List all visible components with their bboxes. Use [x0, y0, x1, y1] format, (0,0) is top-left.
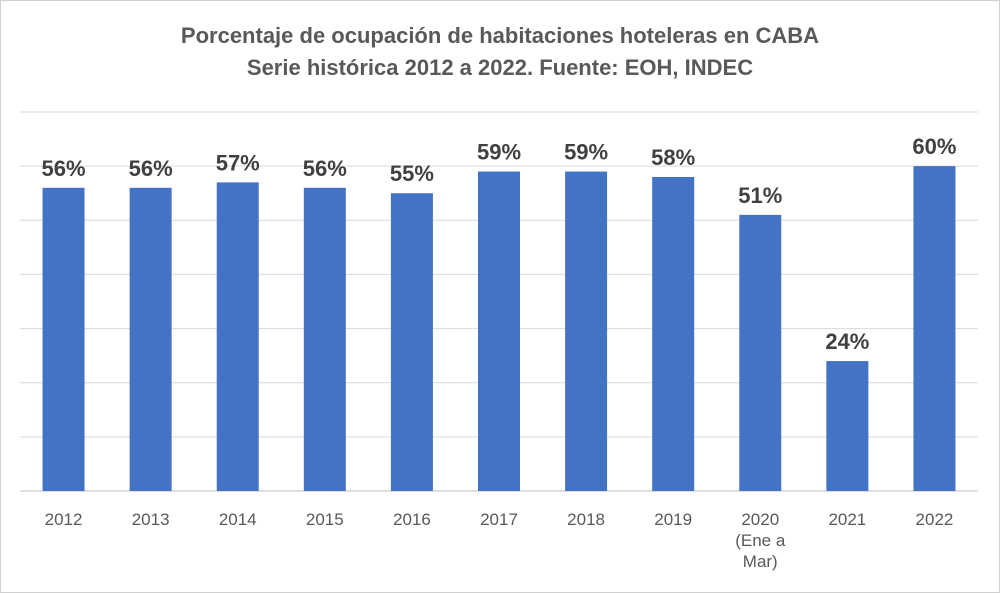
data-label: 57% [216, 150, 260, 175]
bar-2020 [739, 214, 782, 491]
data-label: 59% [564, 140, 608, 165]
x-tick-label: 2022 [916, 510, 954, 529]
x-tick-label: 2017 [480, 510, 518, 529]
data-label: 60% [912, 134, 956, 159]
x-tick-label-line: 2014 [219, 510, 257, 529]
x-tick-label-line: 2015 [306, 510, 344, 529]
x-tick-label: 2015 [306, 510, 344, 529]
x-tick-label-line: 2020 [741, 510, 779, 529]
x-tick-label: 2020 (Ene a Mar) [735, 510, 786, 571]
data-label: 24% [825, 329, 869, 354]
bar-2012 [42, 187, 85, 492]
x-tick-label: 2016 [393, 510, 431, 529]
x-tick-label-line: 2017 [480, 510, 518, 529]
x-tick-label-line: 2012 [45, 510, 83, 529]
chart-title: Porcentaje de ocupación de habitaciones … [180, 23, 820, 48]
x-tick-label: 2019 [654, 510, 692, 529]
bar-2022 [913, 166, 956, 491]
data-label: 56% [303, 156, 347, 181]
bar-2014 [216, 182, 259, 491]
data-label: 58% [651, 145, 695, 170]
x-tick-label-line: 2019 [654, 510, 692, 529]
bar-2019 [652, 176, 695, 491]
bar-2017 [478, 171, 520, 492]
x-tick-label: 2012 [45, 510, 83, 529]
data-label: 59% [477, 140, 521, 165]
x-tick-labels: 2012 2013 2014 2015 2016 2017 2018 2019 2020 (Ene… [45, 510, 954, 571]
x-tick-label-line: 2022 [916, 510, 954, 529]
x-tick-label-line: 2021 [828, 510, 866, 529]
x-tick-label-line: 2016 [393, 510, 431, 529]
chart-subtitle: Serie histórica 2012 a 2022. Fuente: EOH… [246, 55, 754, 80]
x-tick-label: 2021 [828, 510, 866, 529]
x-tick-label: 2013 [132, 510, 170, 529]
bar-2018 [565, 171, 608, 492]
chart-title-block: Porcentaje de ocupación de habitaciones … [0, 20, 1000, 84]
x-tick-label-line: (Ene a [735, 531, 786, 550]
x-tick-label-line: 2018 [567, 510, 605, 529]
x-tick-label-line: 2013 [132, 510, 170, 529]
x-tick-label: 2018 [567, 510, 605, 529]
bar-2021 [826, 361, 869, 491]
bar-2016 [390, 193, 433, 491]
data-label: 55% [390, 161, 434, 186]
x-tick-label: 2014 [219, 510, 257, 529]
bar-2013 [129, 187, 172, 492]
bars [42, 166, 956, 492]
data-label: 56% [42, 156, 86, 181]
data-label: 51% [738, 183, 782, 208]
bar-2015 [303, 187, 346, 492]
x-tick-label-line: Mar) [743, 552, 778, 571]
data-labels: 56% 56% 57% 56% 55% 59% 59% 58% 51% 24% 60% [42, 134, 957, 354]
data-label: 56% [129, 156, 173, 181]
